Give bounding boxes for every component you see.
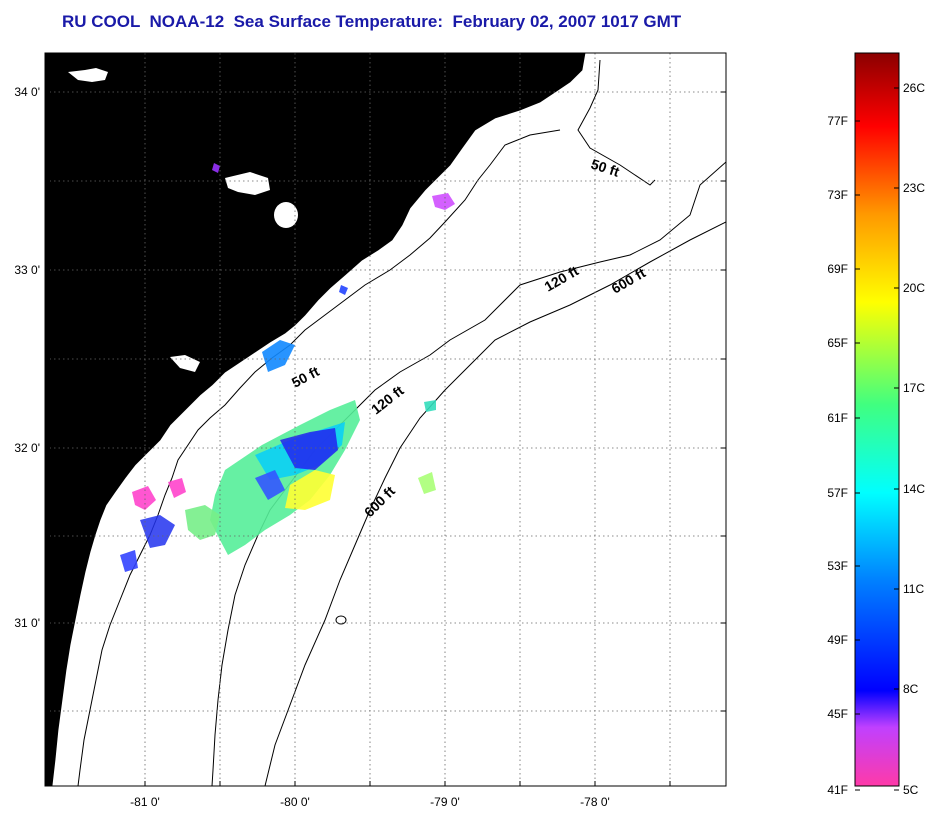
colorbar-f-label: 69F [827, 262, 848, 276]
lat-label-32: 32 0' [14, 441, 40, 455]
map-area [45, 53, 726, 786]
colorbar-fahrenheit-labels: 77F 73F 69F 65F 61F 57F 53F 49F 45F 41F [827, 114, 848, 797]
lon-label-80: -80 0' [280, 795, 310, 809]
colorbar-f-label: 45F [827, 707, 848, 721]
contour-50ft [77, 59, 656, 786]
land-mass [45, 53, 586, 786]
colorbar-f-label: 73F [827, 188, 848, 202]
page-title: RU COOL NOAA-12 Sea Surface Temperature:… [62, 12, 682, 31]
lon-label-79: -79 0' [430, 795, 460, 809]
colorbar-f-label: 49F [827, 633, 848, 647]
contour-600ft [264, 221, 726, 786]
lat-label-34: 34 0' [14, 85, 40, 99]
colorbar-c-label: 11C [903, 582, 924, 596]
colorbar-f-label: 53F [827, 559, 848, 573]
colorbar-f-label: 61F [827, 411, 848, 425]
colorbar-f-label: 65F [827, 336, 848, 350]
colorbar-c-label: 23C [903, 181, 925, 195]
colorbar-c-label: 14C [903, 482, 925, 496]
lat-lon-grid [45, 53, 726, 786]
colorbar-ticks [855, 87, 899, 791]
sst-patches [120, 163, 455, 572]
colorbar-f-label: 77F [827, 114, 848, 128]
map-frame [44, 52, 727, 787]
colorbar-c-label: 26C [903, 81, 925, 95]
colorbar-c-label: 17C [903, 381, 925, 395]
tick-marks [45, 91, 726, 786]
colorbar-f-label: 57F [827, 486, 848, 500]
colorbar-f-label: 41F [827, 783, 848, 797]
lat-label-33: 33 0' [14, 263, 40, 277]
colorbar-c-label: 8C [903, 682, 919, 696]
colorbar-celsius-labels: 26C 23C 20C 17C 14C 11C 8C 5C [903, 81, 925, 797]
lon-label-78: -78 0' [580, 795, 610, 809]
lon-label-81: -81 0' [130, 795, 160, 809]
lat-label-31: 31 0' [14, 616, 40, 630]
colorbar-c-label: 5C [903, 783, 919, 797]
colorbar-c-label: 20C [903, 281, 925, 295]
land-clouds [68, 68, 298, 410]
colorbar-gradient [854, 52, 900, 787]
colorbar: 77F 73F 69F 65F 61F 57F 53F 49F 45F 41F 26C 23C 20C… [827, 52, 925, 797]
